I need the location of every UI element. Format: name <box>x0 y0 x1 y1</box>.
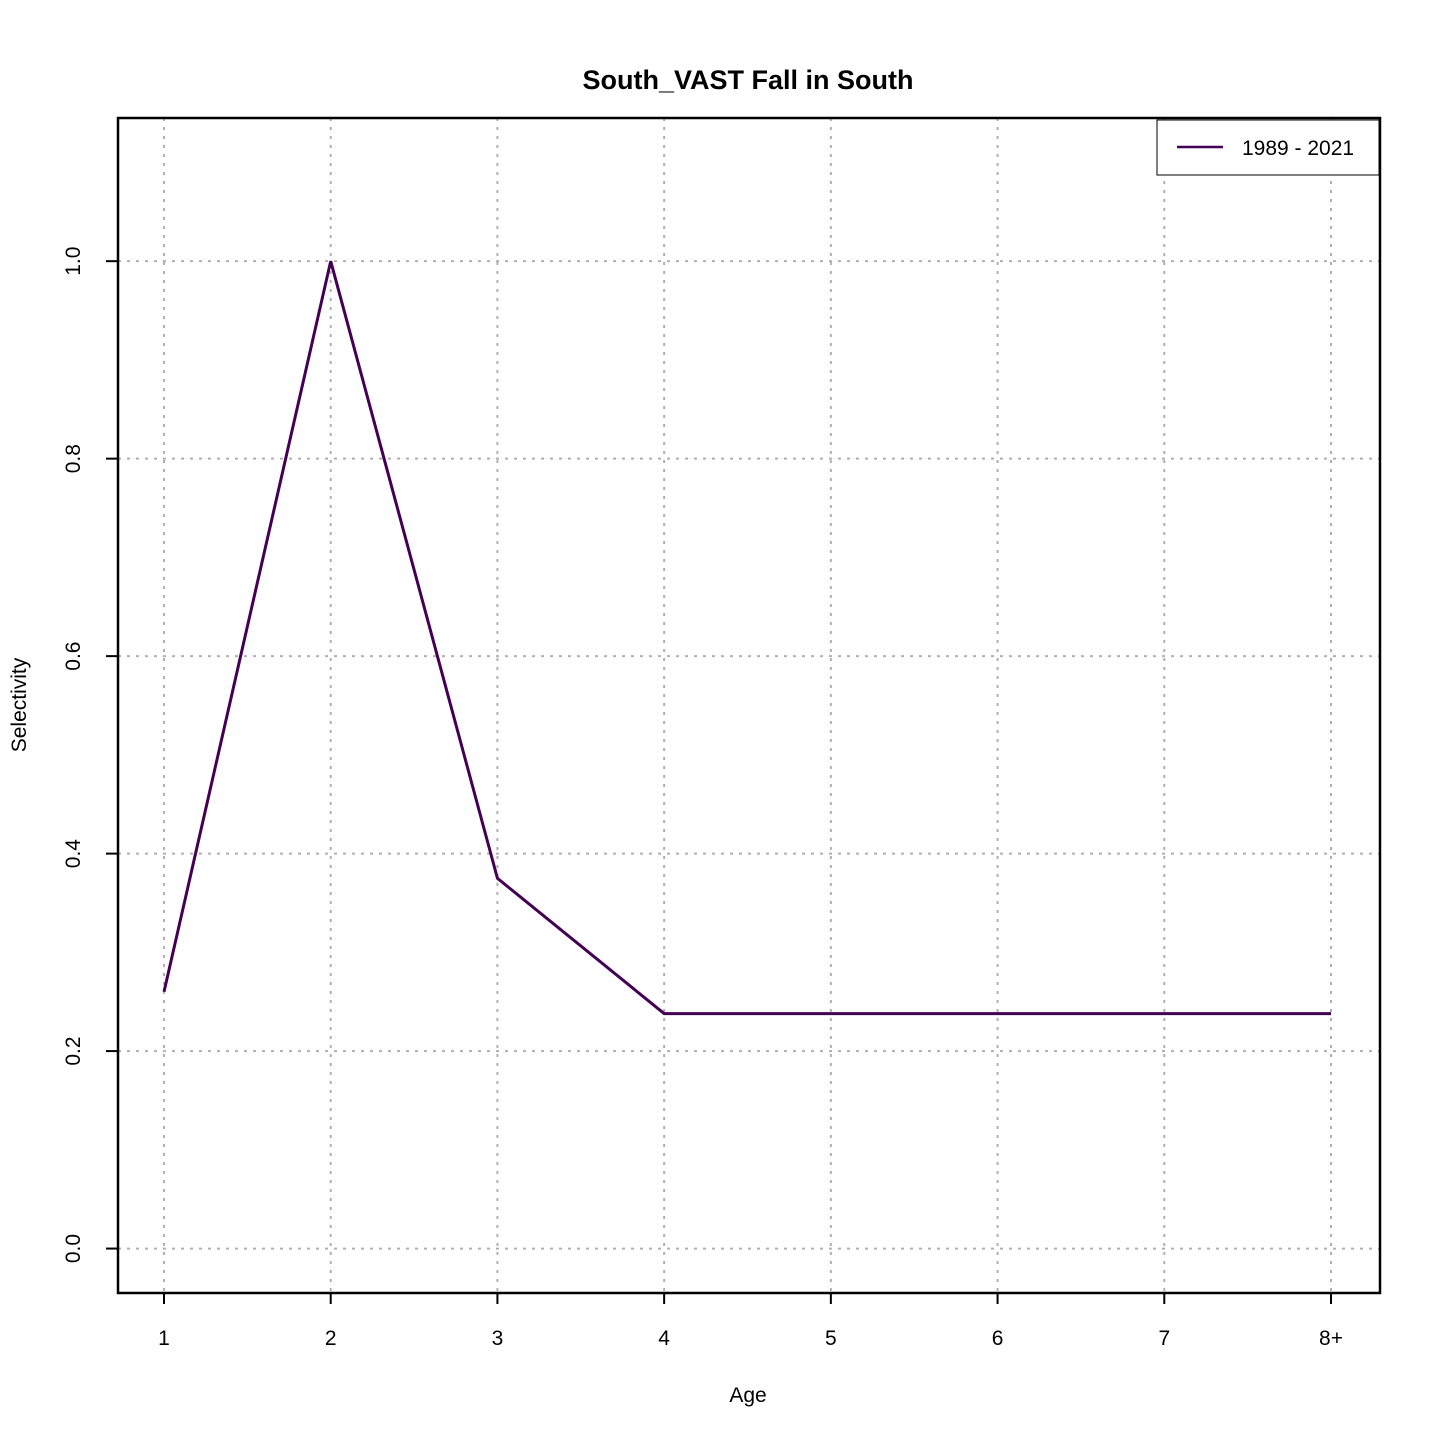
y-tick-label: 0.2 <box>62 1036 85 1065</box>
x-tick-label: 8+ <box>1319 1327 1343 1350</box>
y-axis: 0.0 0.2 0.4 0.6 0.8 1.0 <box>62 247 118 1263</box>
y-tick-label: 0.6 <box>62 642 85 671</box>
x-tick-label: 4 <box>658 1327 670 1350</box>
x-tick-label: 7 <box>1158 1327 1170 1350</box>
series-layer <box>162 260 1331 1016</box>
grid <box>118 118 1380 1293</box>
legend: 1989 - 2021 <box>1156 119 1380 176</box>
legend-box <box>1156 119 1380 176</box>
x-tick-label: 2 <box>325 1327 337 1350</box>
y-tick-label: 0.4 <box>62 839 85 869</box>
y-tick-label: 0.0 <box>62 1234 85 1263</box>
y-axis-label: Selectivity <box>8 657 31 752</box>
plot-frame <box>116 116 1382 1295</box>
series-line <box>162 260 1331 1016</box>
y-tick-label: 0.8 <box>62 444 85 473</box>
x-axis: 1 2 3 4 5 6 7 8+ <box>158 1293 1343 1350</box>
legend-label: 1989 - 2021 <box>1242 137 1354 160</box>
y-tick-label: 1.0 <box>62 247 85 276</box>
x-axis-label: Age <box>729 1384 766 1407</box>
x-tick-label: 5 <box>825 1327 837 1350</box>
x-tick-label: 1 <box>158 1327 170 1350</box>
x-tick-label: 3 <box>492 1327 504 1350</box>
x-tick-label: 6 <box>992 1327 1004 1350</box>
chart-title: South_VAST Fall in South <box>583 65 914 95</box>
